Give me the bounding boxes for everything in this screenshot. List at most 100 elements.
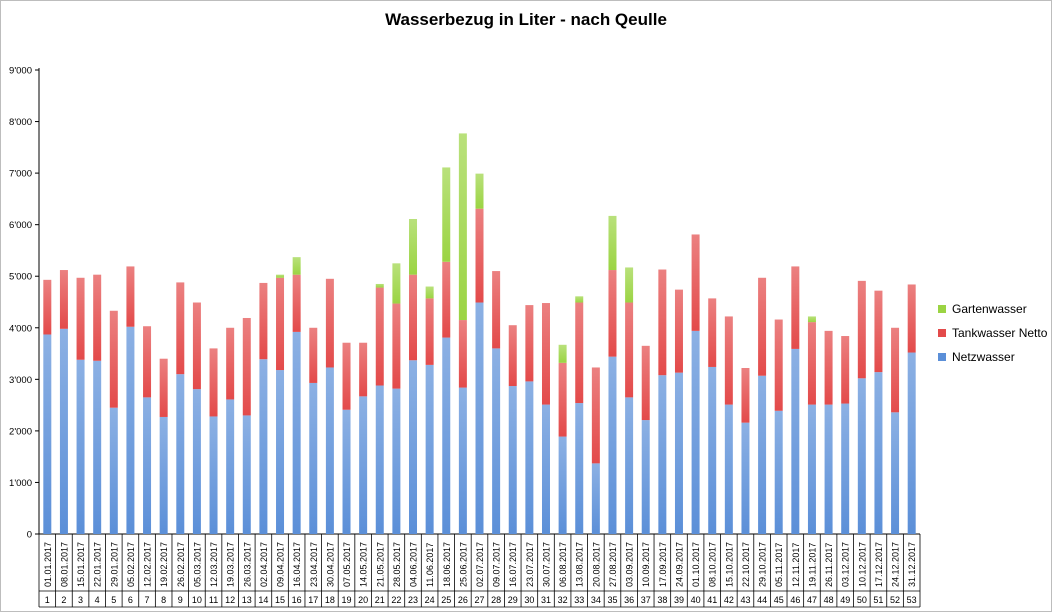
x-week-label: 29 (508, 595, 518, 605)
bar-gartenwasser (292, 257, 301, 275)
bar-netzwasser (558, 436, 567, 534)
x-date-label: 05.02.2017 (126, 542, 136, 587)
bar-gartenwasser (558, 344, 567, 363)
x-week-label: 51 (873, 595, 883, 605)
bar-netzwasser (824, 404, 833, 534)
x-week-label: 32 (558, 595, 568, 605)
x-date-label: 08.01.2017 (59, 542, 69, 587)
x-date-label: 05.03.2017 (192, 542, 202, 587)
x-date-label: 10.09.2017 (641, 542, 651, 587)
x-week-label: 44 (757, 595, 767, 605)
x-week-label: 8 (161, 595, 166, 605)
bar-tankwasser-netto (59, 270, 68, 329)
x-week-label: 31 (541, 595, 551, 605)
x-week-label: 26 (458, 595, 468, 605)
bar-netzwasser (525, 381, 534, 534)
x-date-label: 26.02.2017 (176, 542, 186, 587)
x-date-label: 12.11.2017 (791, 543, 801, 587)
bar-tankwasser-netto (591, 367, 600, 464)
legend-label-tankwasser: Tankwasser Netto (952, 326, 1048, 340)
bar-tankwasser-netto (791, 266, 800, 349)
bar-tankwasser-netto (841, 336, 850, 404)
bar-gartenwasser (442, 167, 451, 262)
x-date-label: 01.10.2017 (691, 542, 701, 587)
bar-netzwasser (874, 372, 883, 534)
x-week-label: 25 (441, 595, 451, 605)
bar-netzwasser (591, 463, 600, 534)
bar-tankwasser-netto (691, 234, 700, 331)
bar-tankwasser-netto (824, 330, 833, 405)
x-week-label: 52 (890, 595, 900, 605)
x-date-label: 13.08.2017 (575, 542, 585, 587)
legend-label-gartenwasser: Gartenwasser (952, 302, 1027, 316)
x-week-label: 36 (624, 595, 634, 605)
y-tick-label: 8'000 (9, 117, 32, 128)
bar-tankwasser-netto (475, 208, 484, 303)
x-date-label: 25.06.2017 (458, 542, 468, 587)
bar-netzwasser (209, 416, 218, 534)
y-tick-label: 2'000 (9, 426, 32, 437)
x-date-label: 06.08.2017 (558, 542, 568, 587)
bar-tankwasser-netto (159, 358, 168, 417)
x-date-label: 14.05.2017 (359, 542, 369, 587)
bar-netzwasser (891, 412, 900, 534)
bar-tankwasser-netto (508, 325, 517, 387)
x-week-label: 43 (740, 595, 750, 605)
bar-netzwasser (458, 387, 467, 534)
x-date-label: 01.01.2017 (43, 542, 53, 587)
bar-gartenwasser (458, 133, 467, 321)
x-week-label: 2 (61, 595, 66, 605)
x-date-label: 21.05.2017 (375, 542, 385, 587)
bar-netzwasser (176, 374, 185, 534)
bar-tankwasser-netto (259, 282, 268, 360)
bar-netzwasser (159, 416, 168, 534)
x-week-label: 23 (408, 595, 418, 605)
y-tick-label: 1'000 (9, 478, 32, 489)
x-week-label: 37 (641, 595, 651, 605)
bar-netzwasser (691, 330, 700, 534)
x-date-label: 07.05.2017 (342, 542, 352, 587)
x-week-label: 53 (907, 595, 917, 605)
bar-netzwasser (625, 397, 634, 534)
bar-gartenwasser (392, 263, 401, 304)
bar-netzwasser (109, 407, 118, 534)
x-week-label: 22 (391, 595, 401, 605)
x-date-label: 09.07.2017 (492, 542, 502, 587)
bar-tankwasser-netto (774, 319, 783, 411)
bar-tankwasser-netto (674, 289, 683, 373)
x-week-label: 18 (325, 595, 335, 605)
bar-gartenwasser (475, 173, 484, 209)
x-week-label: 21 (375, 595, 385, 605)
bar-tankwasser-netto (541, 303, 550, 405)
bar-gartenwasser (409, 218, 418, 275)
x-week-label: 46 (790, 595, 800, 605)
x-week-label: 20 (358, 595, 368, 605)
x-date-label: 03.12.2017 (841, 542, 851, 587)
bar-netzwasser (425, 364, 434, 534)
x-week-label: 47 (807, 595, 817, 605)
bar-netzwasser (508, 386, 517, 534)
bar-tankwasser-netto (309, 327, 318, 383)
bar-netzwasser (674, 372, 683, 534)
chart-bars (43, 133, 916, 534)
bar-tankwasser-netto (608, 270, 617, 357)
bar-netzwasser (641, 420, 650, 534)
bar-tankwasser-netto (625, 302, 634, 398)
bar-netzwasser (807, 404, 816, 534)
x-date-label: 27.08.2017 (608, 542, 618, 587)
x-date-label: 23.04.2017 (309, 542, 319, 587)
bar-tankwasser-netto (758, 277, 767, 376)
bar-netzwasser (409, 360, 418, 534)
bar-netzwasser (774, 410, 783, 534)
bar-tankwasser-netto (359, 342, 368, 397)
chart-title: Wasserbezug in Liter - nach Qeulle (385, 10, 667, 29)
x-week-label: 3 (78, 595, 83, 605)
bar-netzwasser (342, 409, 351, 534)
bar-gartenwasser (807, 316, 816, 323)
x-date-label: 16.04.2017 (292, 542, 302, 587)
x-date-label: 12.03.2017 (209, 542, 219, 587)
x-axis-labels: 01.01.2017 1 08.01.2017 2 15.01.2017 3 22.01.2… (38, 534, 921, 608)
bar-netzwasser (309, 382, 318, 534)
y-tick-label: 9'000 (9, 66, 32, 77)
